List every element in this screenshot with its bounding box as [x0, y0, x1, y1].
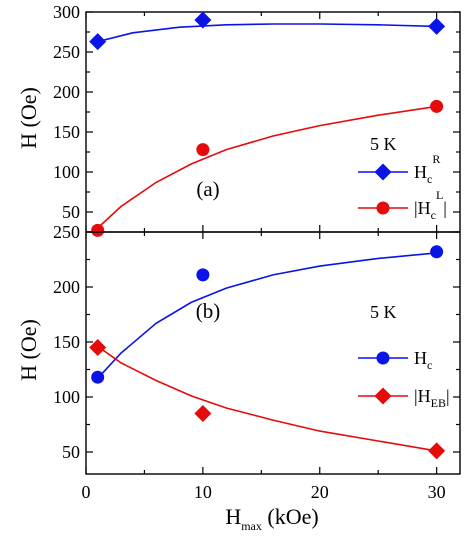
temperature-label-b: 5 K	[370, 302, 397, 322]
y-tick-label-a: 100	[53, 162, 80, 182]
legend-marker-b-0	[376, 351, 390, 365]
x-tick-label: 30	[428, 482, 446, 502]
legend-label-a-1: |HcL|	[414, 188, 447, 222]
panel-label-a: (a)	[196, 177, 219, 201]
y-tick-label-b: 250	[53, 222, 80, 242]
data-point-b-1	[194, 405, 212, 422]
legend-marker-a-0	[374, 163, 392, 181]
data-point-b-1	[89, 339, 107, 356]
y-tick-label-a: 200	[53, 82, 80, 102]
x-axis-title: Hmax (kOe)	[225, 504, 318, 533]
panel-a: 50 100 150 200 250 300 HcR|HcL|	[53, 2, 461, 237]
data-point-a-0	[89, 33, 107, 51]
y-axis-title-b: H (Oe)	[16, 319, 41, 381]
y-tick-label-b: 200	[53, 277, 80, 297]
legend-label-a-0: HcR	[414, 152, 440, 186]
y-axis-title-a: H (Oe)	[16, 87, 41, 149]
plot-frame-a	[85, 11, 461, 233]
y-tick-label-b: 150	[53, 332, 80, 352]
x-axis-title-rest: (kOe)	[262, 504, 319, 529]
legend-marker-b-1	[374, 387, 392, 405]
data-point-a-0	[194, 11, 212, 29]
x-axis-title-main: H	[225, 504, 241, 529]
fit-line-b-1	[97, 345, 437, 452]
panel-b: 50 100 150 200 250 0 10 20 30 Hc |HEB|	[53, 222, 461, 502]
data-point-a-1	[196, 143, 210, 157]
data-point-b-0	[91, 370, 105, 384]
temperature-label-a: 5 K	[370, 134, 397, 154]
data-point-b-0	[430, 245, 444, 259]
fit-line-b-0	[97, 252, 437, 379]
plot-frame-b	[85, 231, 461, 475]
y-tick-label-a: 150	[53, 122, 80, 142]
y-tick-label-a: 250	[53, 42, 80, 62]
data-point-a-1	[91, 223, 105, 237]
y-tick-label-a: 50	[62, 202, 80, 222]
x-tick-label: 20	[311, 482, 329, 502]
data-point-a-0	[428, 17, 446, 35]
y-tick-label-b: 50	[62, 442, 80, 462]
x-axis-title-sub: max	[241, 519, 262, 533]
panel-label-b: (b)	[196, 299, 221, 323]
y-tick-label-b: 100	[53, 387, 80, 407]
x-tick-label: 10	[194, 482, 212, 502]
fit-line-a-1	[97, 105, 437, 229]
legend-label-b-0: Hc	[414, 348, 432, 372]
y-tick-label-a: 300	[53, 2, 80, 22]
legend-label-b-1: |HEB|	[414, 386, 450, 410]
x-tick-label: 0	[82, 482, 91, 502]
legend-marker-a-1	[376, 201, 390, 215]
data-point-b-0	[196, 268, 210, 282]
fit-line-a-0	[97, 23, 437, 43]
data-point-a-1	[430, 99, 444, 113]
data-point-b-1	[428, 442, 446, 460]
